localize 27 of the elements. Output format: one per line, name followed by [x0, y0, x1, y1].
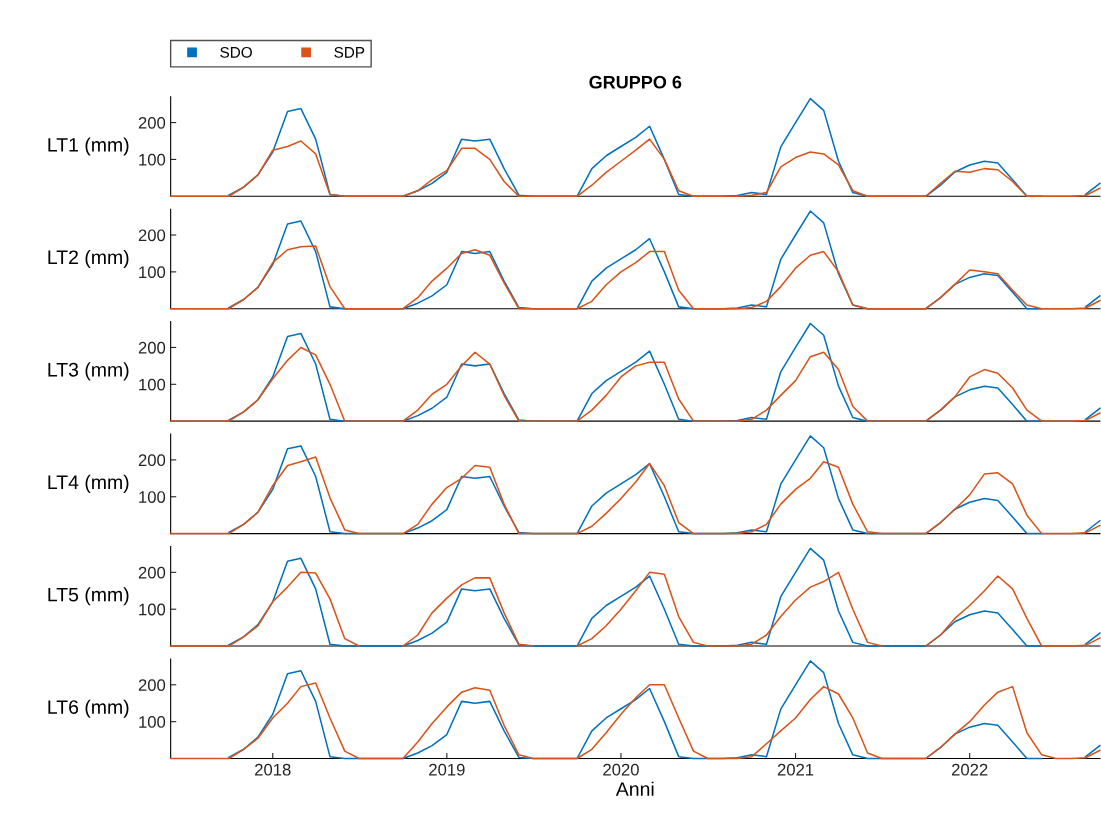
y-axis-title: LT1 (mm): [48, 137, 129, 156]
legend-label: SDO: [220, 46, 252, 58]
y-axis-title: LT6 (mm): [48, 699, 129, 718]
y-tick-label: 100: [139, 491, 166, 503]
x-tick-label: 2018: [255, 763, 291, 776]
y-tick-label: 100: [139, 378, 166, 391]
y-axis-title: LT4 (mm): [48, 474, 129, 493]
x-tick-label: 2021: [777, 763, 814, 776]
y-axis-title: LT2 (mm): [48, 249, 129, 269]
y-tick-label: 100: [139, 266, 166, 279]
y-axis-title: LT5 (mm): [48, 587, 129, 606]
chart-title: GRUPPO 6: [589, 75, 682, 89]
y-tick-label: 200: [138, 116, 166, 129]
x-tick-label: 2022: [951, 763, 988, 776]
y-tick-label: 200: [138, 454, 166, 467]
y-tick-label: 200: [138, 566, 166, 579]
y-tick-label: 200: [138, 341, 166, 354]
legend-label: SDP: [334, 46, 365, 58]
y-tick-label: 200: [138, 679, 166, 691]
x-tick-label: 2020: [603, 763, 639, 776]
y-tick-label: 100: [139, 603, 166, 616]
y-tick-label: 200: [138, 229, 166, 242]
y-axis-title: LT3 (mm): [48, 362, 129, 381]
x-axis-title: Anni: [615, 781, 654, 796]
x-tick-label: 2019: [429, 763, 465, 776]
y-tick-label: 100: [139, 716, 166, 728]
y-tick-label: 100: [139, 153, 166, 166]
